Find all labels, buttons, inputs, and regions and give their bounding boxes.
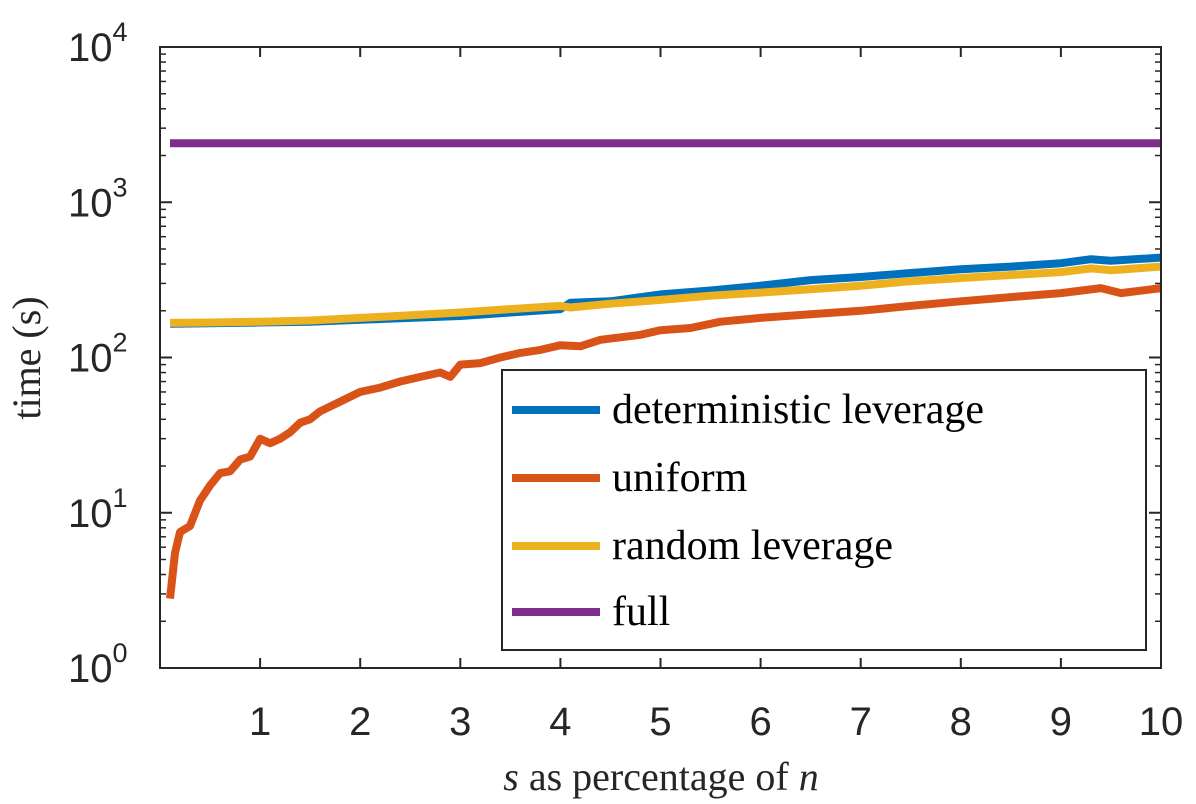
y-tick-label-exp: 0 [113,638,128,668]
y-tick-label-exp: 2 [113,328,128,358]
legend-label-deterministic-leverage: deterministic leverage [612,387,984,433]
x-tick-labels: 1 2 3 4 5 6 7 8 9 10 [249,700,1183,744]
y-tick-label-exp: 1 [113,483,128,513]
y-tick-label: 104 [68,17,128,70]
y-tick-label-base: 10 [68,26,113,70]
x-tick-label: 6 [749,700,771,744]
series-lines [166,139,1162,600]
x-tick-label: 7 [850,700,872,744]
y-tick-label-base: 10 [68,337,113,381]
y-tick-label: 102 [68,328,128,381]
legend-label-full: full [612,589,670,635]
y-tick-label-base: 10 [68,647,113,691]
x-axis-label-var: s [503,754,519,799]
y-axis-label: time (s) [4,296,49,419]
y-tick-label: 100 [68,638,128,691]
legend-items: deterministic leverage uniform random leve… [512,387,984,635]
x-axis-label-mid: as percentage of [519,754,799,799]
legend-label-random-leverage: random leverage [612,523,893,569]
y-tick-label: 103 [68,172,128,225]
legend-box [501,369,1147,651]
series-line-uniform [166,284,1162,600]
legend: deterministic leverage uniform random leve… [501,369,1147,651]
y-tick-label-exp: 4 [113,17,128,47]
y-tick-label-base: 10 [68,181,113,225]
y-tick-label: 101 [68,483,128,536]
y-tick-label-exp: 3 [113,172,128,202]
series-line-random-leverage [169,262,1162,327]
legend-label-uniform: uniform [612,455,748,501]
y-tick-label-base: 10 [68,492,113,536]
x-tick-label: 4 [549,700,571,744]
x-axis-label-var2: n [799,754,819,799]
x-tick-label: 1 [249,700,271,744]
x-tick-label: 9 [1050,700,1072,744]
x-tick-label: 3 [449,700,471,744]
x-axis-label: s as percentage of n [503,754,818,799]
x-tick-label: 10 [1139,700,1184,744]
x-tick-label: 8 [950,700,972,744]
x-tick-label: 2 [349,700,371,744]
plot-frame [159,46,1162,669]
x-tick-label: 5 [649,700,671,744]
